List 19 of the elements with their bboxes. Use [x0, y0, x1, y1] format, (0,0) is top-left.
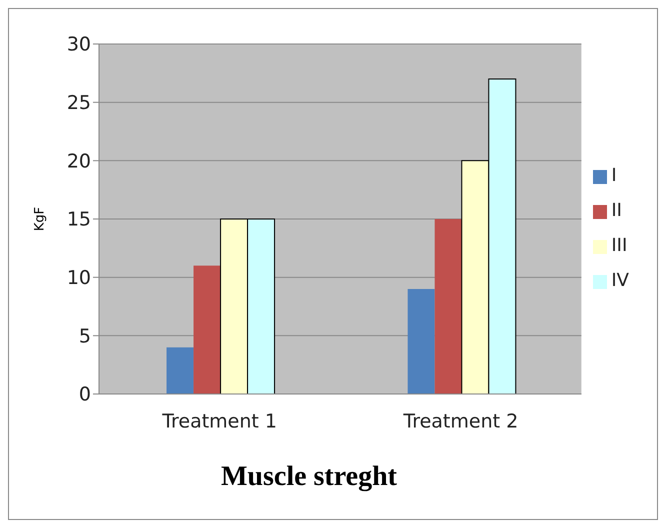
y-tick-label: 15 [66, 208, 91, 231]
y-tick-label: 25 [66, 92, 91, 114]
y-tick-label: 5 [78, 325, 91, 348]
legend-label: III [611, 235, 628, 256]
y-tick-label: 10 [66, 267, 91, 290]
y-tick-label: 30 [66, 34, 91, 56]
bar [408, 289, 435, 394]
y-axis-title: KgF [32, 206, 48, 232]
legend-label: II [611, 200, 622, 221]
legend-label: IV [611, 270, 629, 291]
text: Muscle streght [220, 461, 398, 493]
bar [166, 347, 194, 394]
x-tick-label: Treatment 2 [402, 410, 518, 432]
legend-label: I [611, 165, 617, 186]
y-tick-label: 20 [66, 150, 91, 172]
y-tick-label: 0 [78, 384, 91, 406]
bar [194, 266, 221, 394]
x-tick-label: Treatment 1 [161, 410, 277, 432]
bar [434, 219, 462, 394]
